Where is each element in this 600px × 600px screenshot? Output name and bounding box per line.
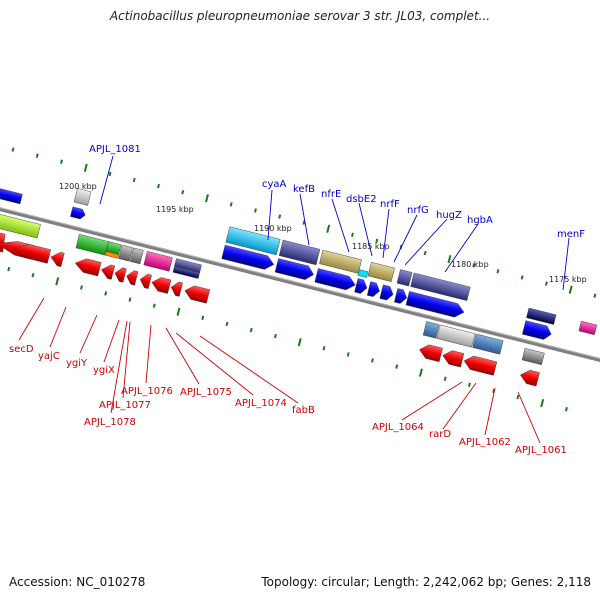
- gene-rarD[interactable]: [436, 324, 476, 348]
- gene-hgbA[interactable]: [410, 272, 471, 301]
- gene-dsbE2[interactable]: [357, 269, 369, 278]
- ruler-label: 1175 kbp: [549, 275, 587, 284]
- gene-label[interactable]: secD: [9, 344, 34, 355]
- gene-label[interactable]: hugZ: [436, 210, 462, 221]
- gene-label[interactable]: kefB: [293, 184, 315, 195]
- ruler-label: 1195 kbp: [156, 205, 194, 214]
- ruler-label: 1185 kbp: [352, 242, 390, 251]
- accession-label: Accession: NC_010278: [9, 575, 146, 589]
- gene-hgbA-arrow[interactable]: [405, 291, 466, 319]
- gene-label[interactable]: APJL_1078: [84, 417, 136, 428]
- gene-apjl-1081-arrow[interactable]: [70, 206, 86, 220]
- gene-right-pink[interactable]: [578, 320, 598, 336]
- ruler-label: 1180 kbp: [451, 260, 489, 269]
- bottom-leader-lines: [18, 297, 541, 444]
- genome-summary: Topology: circular; Length: 2,242,062 bp…: [261, 575, 591, 589]
- gene-cyaA-arrow[interactable]: [221, 244, 276, 271]
- gene-apjl-1075[interactable]: [143, 251, 173, 272]
- gene-apjl-1077[interactable]: [104, 251, 119, 259]
- gene-fabB[interactable]: [172, 266, 200, 279]
- gene-nfrE[interactable]: [319, 249, 362, 274]
- bottom-gene-labels: secD yajC ygiY ygiX APJL_1076 APJL_1077 …: [9, 344, 567, 456]
- gene-label[interactable]: APJL_1077: [99, 400, 151, 411]
- gene-label[interactable]: ygiX: [93, 365, 115, 376]
- gene-apjl-1064[interactable]: [422, 321, 440, 339]
- gene-hugZ[interactable]: [396, 269, 413, 287]
- genome-backbone: [0, 186, 600, 390]
- gene-label[interactable]: APJL_1074: [235, 398, 287, 409]
- plus-strand-genes: [0, 185, 598, 341]
- gene-label[interactable]: APJL_1076: [121, 386, 173, 397]
- gene-label[interactable]: nfrE: [321, 189, 341, 200]
- ruler-labels: 1200 kbp 1195 kbp 1190 kbp 1185 kbp 1180…: [59, 182, 587, 284]
- gene-label[interactable]: APJL_1081: [89, 144, 141, 155]
- gene-label[interactable]: ygiY: [66, 358, 88, 369]
- gene-nrfF-arrow[interactable]: [366, 281, 381, 298]
- top-gene-labels: APJL_1081 cyaA kefB nfrE dsbE2 nrfF nrfG…: [89, 144, 585, 240]
- gene-apjl-1076[interactable]: [118, 244, 133, 262]
- gene-hugZ-arrow[interactable]: [394, 288, 408, 304]
- gene-label[interactable]: hgbA: [467, 215, 493, 226]
- gene-cyaA[interactable]: [225, 226, 281, 256]
- gene-right-gray[interactable]: [521, 348, 545, 366]
- gene-label[interactable]: dsbE2: [346, 194, 377, 205]
- top-leader-lines: [99, 155, 570, 291]
- gene-label[interactable]: APJL_1061: [515, 445, 567, 456]
- minus-strand-genes: [0, 207, 545, 387]
- map-title: Actinobacillus pleuropneumoniae serovar …: [109, 9, 491, 23]
- gene-label[interactable]: APJL_1075: [180, 387, 232, 398]
- inner-tick-ring: [7, 266, 568, 412]
- gene-label[interactable]: APJL_1064: [372, 422, 424, 433]
- gene-nfrE-arrow[interactable]: [314, 268, 357, 291]
- gene-label[interactable]: APJL_1062: [459, 437, 511, 448]
- gene-kefB[interactable]: [278, 239, 321, 266]
- outer-tick-ring: [11, 147, 597, 298]
- gene-label[interactable]: nrfF: [380, 199, 400, 210]
- gene-label[interactable]: cyaA: [262, 179, 287, 190]
- gene-label[interactable]: fabB: [292, 405, 315, 416]
- gene-left-blue[interactable]: [0, 185, 23, 205]
- gene-dsbE2-arrow[interactable]: [354, 278, 369, 294]
- gene-ygiX[interactable]: [75, 234, 109, 256]
- gene-apjl-1081[interactable]: [73, 188, 92, 206]
- gene-label[interactable]: rarD: [429, 429, 451, 440]
- gene-nrfF[interactable]: [367, 262, 395, 282]
- gene-secD-yajC[interactable]: [0, 207, 41, 239]
- gene-label[interactable]: yajC: [38, 351, 60, 362]
- gene-nrfG-arrow[interactable]: [379, 284, 395, 302]
- ruler-label: 1190 kbp: [254, 224, 292, 233]
- ruler-label: 1200 kbp: [59, 182, 97, 191]
- gene-menF-arrow[interactable]: [522, 320, 553, 341]
- gene-apjl-1061[interactable]: [472, 333, 504, 355]
- gene-kefB-arrow[interactable]: [274, 258, 315, 282]
- gene-menF[interactable]: [526, 307, 557, 325]
- gene-label[interactable]: menF: [557, 229, 585, 240]
- genome-track: [0, 147, 600, 412]
- gene-label[interactable]: nrfG: [407, 205, 429, 216]
